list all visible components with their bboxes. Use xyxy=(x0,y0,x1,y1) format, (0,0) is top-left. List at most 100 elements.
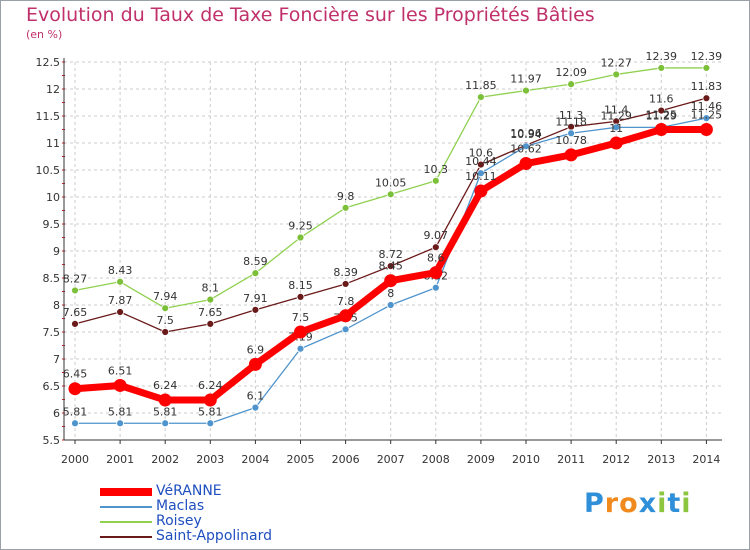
data-label-v-ranne: 6.24 xyxy=(153,379,178,392)
legend-swatch-roisey xyxy=(100,521,152,523)
logo-letter: x xyxy=(638,488,658,519)
data-point-saint-appolinard xyxy=(431,243,440,252)
data-label-saint-appolinard: 7.5 xyxy=(156,314,174,327)
legend-label-veranne: VéRANNE xyxy=(156,483,222,499)
data-label-maclas: 5.81 xyxy=(108,405,133,418)
data-label-roisey: 12.09 xyxy=(555,66,587,79)
y-tick-label: 5.5 xyxy=(43,434,61,447)
x-tick-label: 2002 xyxy=(151,453,179,466)
y-tick-label: 9 xyxy=(53,245,60,258)
data-point-roisey xyxy=(386,190,395,199)
data-point-v-ranne xyxy=(699,123,713,136)
y-tick-label: 6.5 xyxy=(43,380,61,393)
y-tick-label: 7 xyxy=(53,353,60,366)
data-point-v-ranne xyxy=(384,274,398,288)
data-label-v-ranne: 6.45 xyxy=(63,368,88,381)
data-label-v-ranne: 11 xyxy=(609,122,623,135)
data-label-v-ranne: 7.8 xyxy=(337,295,355,308)
data-label-v-ranne: 11.25 xyxy=(646,109,678,122)
data-point-roisey xyxy=(206,295,215,304)
data-label-roisey: 12.39 xyxy=(646,50,678,63)
x-tick-label: 2006 xyxy=(332,453,360,466)
data-label-saint-appolinard: 11.3 xyxy=(559,109,584,122)
x-tick-label: 2000 xyxy=(61,453,89,466)
data-point-saint-appolinard xyxy=(251,305,260,314)
data-point-saint-appolinard xyxy=(206,319,215,328)
data-label-maclas: 11.46 xyxy=(691,100,723,113)
legend-item-veranne: VéRANNE xyxy=(100,483,360,499)
data-label-roisey: 9.25 xyxy=(288,220,313,233)
data-label-maclas: 8 xyxy=(387,287,394,300)
data-label-maclas: 10.44 xyxy=(465,155,497,168)
data-point-maclas xyxy=(251,403,260,412)
data-point-saint-appolinard xyxy=(296,292,305,301)
data-label-v-ranne: 6.51 xyxy=(108,364,133,377)
y-tick-label: 10.5 xyxy=(36,164,61,177)
data-label-roisey: 10.05 xyxy=(375,176,407,189)
data-point-roisey xyxy=(702,64,711,72)
data-point-roisey xyxy=(251,269,260,278)
data-label-saint-appolinard: 10.96 xyxy=(510,127,542,140)
data-point-v-ranne xyxy=(158,393,172,407)
data-point-roisey xyxy=(612,70,621,79)
data-label-roisey: 11.85 xyxy=(465,79,497,92)
data-label-roisey: 8.1 xyxy=(202,282,220,295)
data-point-maclas xyxy=(476,169,485,178)
legend-item-maclas: Maclas xyxy=(100,498,360,514)
data-label-v-ranne: 6.9 xyxy=(247,343,265,356)
data-label-roisey: 8.43 xyxy=(108,264,133,277)
data-label-saint-appolinard: 11.83 xyxy=(691,80,723,93)
x-tick-label: 2010 xyxy=(512,453,540,466)
data-label-v-ranne: 8.6 xyxy=(427,252,445,265)
x-tick-label: 2004 xyxy=(241,453,269,466)
legend-item-roisey: Roisey xyxy=(100,513,360,529)
data-point-roisey xyxy=(71,286,79,295)
x-tick-label: 2003 xyxy=(196,453,224,466)
data-point-maclas xyxy=(206,419,215,428)
y-tick-label: 7.5 xyxy=(43,326,61,339)
data-point-roisey xyxy=(567,80,575,89)
data-point-maclas xyxy=(522,142,530,151)
data-point-roisey xyxy=(296,233,305,242)
y-tick-label: 6 xyxy=(53,407,60,420)
x-tick-label: 2008 xyxy=(422,453,450,466)
x-tick-label: 2012 xyxy=(602,453,630,466)
x-tick-label: 2014 xyxy=(692,453,720,466)
data-point-saint-appolinard xyxy=(116,308,124,316)
data-label-roisey: 12.39 xyxy=(691,50,723,63)
legend-label-roisey: Roisey xyxy=(156,513,202,529)
legend-label-saint-appolinard: Saint-Appolinard xyxy=(156,528,273,544)
data-point-v-ranne xyxy=(519,157,533,171)
data-point-v-ranne xyxy=(609,136,623,150)
data-point-saint-appolinard xyxy=(476,160,485,169)
legend: VéRANNE Maclas Roisey Saint-Appolinard xyxy=(100,483,360,544)
data-label-saint-appolinard: 11.6 xyxy=(649,93,674,106)
data-label-roisey: 7.94 xyxy=(153,290,178,303)
chart-unit-label: (en %) xyxy=(26,28,63,41)
y-tick-label: 9.5 xyxy=(43,218,61,231)
data-point-saint-appolinard xyxy=(657,106,666,115)
data-point-v-ranne xyxy=(203,393,217,407)
data-point-roisey xyxy=(341,203,350,212)
data-point-maclas xyxy=(386,301,395,309)
data-point-maclas xyxy=(161,419,170,428)
data-label-saint-appolinard: 7.87 xyxy=(108,294,133,307)
data-label-roisey: 8.59 xyxy=(243,255,268,268)
legend-label-maclas: Maclas xyxy=(156,498,205,514)
legend-swatch-veranne xyxy=(100,488,152,496)
data-label-saint-appolinard: 9.07 xyxy=(424,229,449,242)
data-label-saint-appolinard: 10.6 xyxy=(469,147,494,160)
proxiti-logo: Proxiti xyxy=(584,488,692,519)
data-label-roisey: 12.27 xyxy=(600,56,632,69)
data-point-roisey xyxy=(116,277,124,286)
logo-letter: r xyxy=(604,488,620,519)
y-tick-label: 8.5 xyxy=(43,272,61,285)
data-label-saint-appolinard: 7.65 xyxy=(198,306,223,319)
data-label-saint-appolinard: 11.4 xyxy=(604,103,629,116)
chart-title: Evolution du Taux de Taxe Foncière sur l… xyxy=(26,4,595,26)
data-point-saint-appolinard xyxy=(71,319,79,328)
data-label-maclas: 11.29 xyxy=(600,109,632,122)
data-label-v-ranne: 7.5 xyxy=(292,311,310,324)
data-point-saint-appolinard xyxy=(161,328,170,336)
